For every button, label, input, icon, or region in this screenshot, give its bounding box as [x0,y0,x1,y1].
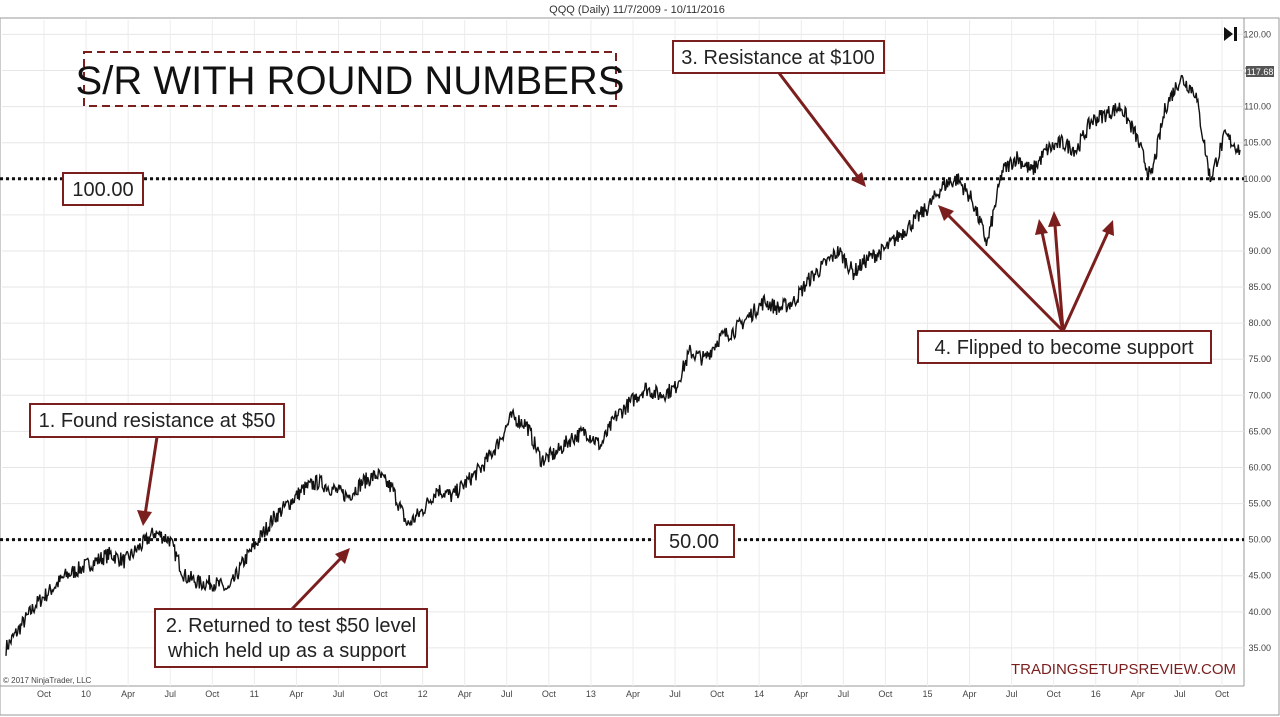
copyright-text: © 2017 NinjaTrader, LLC [3,676,92,685]
y-tick-label: 100.00 [1243,174,1271,184]
level-100-box [62,172,144,206]
main-title: S/R WITH ROUND NUMBERS [76,59,625,103]
y-tick-label: 70.00 [1248,390,1271,400]
y-tick-label: 80.00 [1248,318,1271,328]
y-tick-label: 95.00 [1248,210,1271,220]
x-tick-label: Oct [37,689,52,699]
chart-header-title: QQQ (Daily) 11/7/2009 - 10/11/2016 [549,4,725,16]
x-tick-label: Oct [1047,689,1062,699]
annotation-4-box [917,330,1212,364]
annotation-2-text-line2: which held up as a support [167,640,406,662]
chart-frame [0,17,1280,716]
y-tick-label: 50.00 [1248,535,1271,545]
x-tick-label: Jul [164,689,176,699]
price-series-line [5,74,1241,656]
x-tick-label: 13 [586,689,596,699]
last-price-badge: 117.68 [1246,66,1274,77]
x-tick-label: Jul [838,689,850,699]
x-axis-ticks: Oct 10 Apr Jul Oct 11 Apr Jul Oct 12 Apr Jul Oct 13 Ap… [37,689,1229,699]
x-tick-label: Apr [458,689,472,699]
x-tick-label: Jul [1006,689,1018,699]
y-tick-label: 40.00 [1248,607,1271,617]
annotation-2-arrow [290,548,350,611]
x-tick-label: Jul [333,689,345,699]
annotation-1-arrow [137,436,159,526]
y-tick-label: 75.00 [1248,354,1271,364]
x-tick-label: Oct [1215,689,1230,699]
jump-to-end-icon[interactable] [1224,27,1237,41]
x-tick-label: 14 [754,689,764,699]
annotation-2-box [154,608,428,668]
y-tick-label: 35.00 [1248,643,1271,653]
level-100-label: 100.00 [72,179,133,201]
x-tick-label: Oct [878,689,893,699]
x-tick-label: 16 [1091,689,1101,699]
x-tick-label: 11 [250,689,259,699]
y-tick-label: 105.00 [1243,138,1271,148]
level-50-box [654,524,735,558]
x-tick-label: Jul [669,689,681,699]
y-tick-label: 90.00 [1248,246,1271,256]
grid [2,20,1244,686]
x-tick-label: Oct [205,689,220,699]
x-tick-label: Jul [1174,689,1186,699]
y-tick-label: 65.00 [1248,426,1271,436]
y-tick-label: 45.00 [1248,571,1271,581]
watermark-text: TRADINGSETUPSREVIEW.COM [1011,661,1236,678]
x-tick-label: Jul [501,689,513,699]
annotation-3-text: 3. Resistance at $100 [681,47,874,69]
annotation-3-arrow [777,72,866,187]
x-tick-label: Apr [963,689,977,699]
x-tick-label: Apr [626,689,640,699]
x-tick-label: Oct [710,689,725,699]
annotation-1-text: 1. Found resistance at $50 [39,410,276,432]
y-tick-label: 85.00 [1248,282,1271,292]
y-tick-label: 60.00 [1248,462,1271,472]
x-tick-label: Oct [542,689,557,699]
x-tick-label: Oct [374,689,389,699]
main-title-box [83,51,617,107]
y-tick-label: 55.00 [1248,499,1271,509]
y-tick-label: 120.00 [1243,29,1271,39]
annotation-4-text: 4. Flipped to become support [934,337,1193,359]
x-tick-label: Apr [1131,689,1145,699]
y-tick-label: 110.00 [1244,102,1271,112]
annotation-4-arrows [938,205,1114,333]
x-tick-label: Apr [121,689,135,699]
level-50-label: 50.00 [669,531,719,553]
x-tick-label: 10 [81,689,91,699]
y-axis-ticks: 35.00 40.00 45.00 50.00 55.00 60.00 65.00 70.00… [1243,29,1271,652]
annotation-1-box [29,403,285,438]
last-price-value: 117.68 [1247,67,1274,77]
annotation-3-box [672,40,885,74]
x-tick-label: 15 [922,689,932,699]
x-tick-label: Apr [289,689,303,699]
x-tick-label: 12 [418,689,428,699]
x-tick-label: Apr [794,689,808,699]
annotation-2-text-line1: 2. Returned to test $50 level [166,615,416,637]
